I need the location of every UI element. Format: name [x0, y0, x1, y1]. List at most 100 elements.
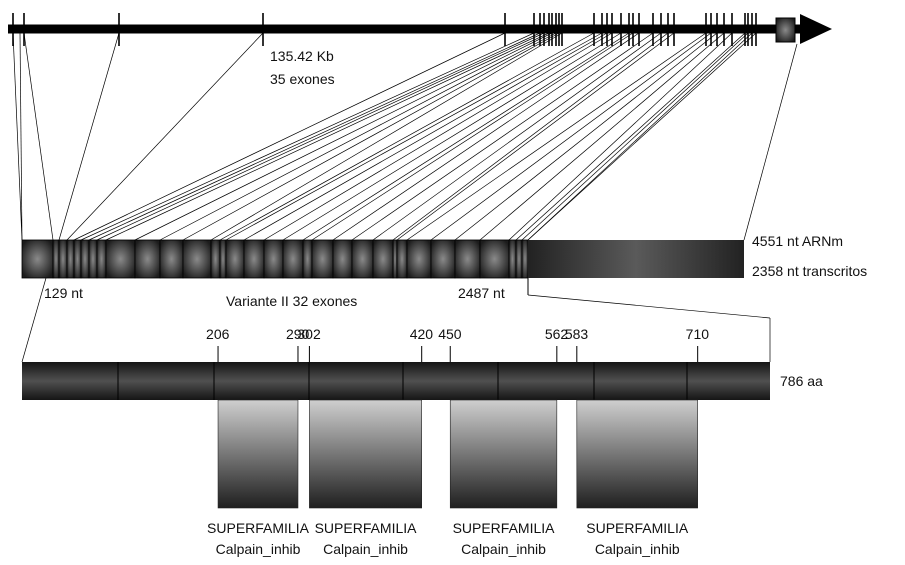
gene-to-transcript-line-16	[243, 32, 608, 241]
transcript-exons	[21, 239, 529, 279]
gene-exon-ticks	[12, 13, 796, 46]
gene-to-transcript-line-10	[134, 32, 553, 241]
gene-to-transcript-line-14	[219, 32, 595, 241]
protein-segments	[117, 362, 688, 400]
domain-label-4: SUPERFAMILIA Calpain_inhib	[577, 518, 697, 560]
domain-block-1	[217, 399, 299, 509]
position-ticks	[217, 346, 699, 362]
gene-to-transcript-line-27	[430, 32, 712, 241]
gene-to-transcript-line-26	[406, 32, 707, 241]
genomic-arrow-head	[800, 14, 832, 44]
transcript-bar	[21, 239, 744, 295]
transcript-exon-7	[88, 239, 98, 279]
gene-to-transcript-line-7	[88, 32, 541, 241]
transcript-exon-4	[66, 239, 75, 279]
domain-block-3	[449, 399, 558, 509]
domain-name-label: Calpain_inhib	[461, 541, 546, 557]
gene-to-transcript-line-12	[182, 32, 560, 241]
transcript-exon-24	[392, 239, 398, 279]
transcript-end-label: 2487 nt	[458, 285, 505, 301]
transcript-to-protein-end-line-a	[527, 294, 771, 319]
position-label-450: 450	[438, 326, 462, 342]
position-label-710: 710	[685, 326, 710, 342]
position-label-583: 583	[564, 326, 589, 342]
domain-label-1: SUPERFAMILIA Calpain_inhib	[198, 518, 318, 560]
domain-superfamily-label: SUPERFAMILIA	[586, 520, 689, 536]
gene-to-transcript-line-21	[332, 32, 640, 241]
protein-domains	[217, 399, 698, 509]
transcript-to-protein-start-line	[21, 277, 47, 363]
gene-to-transcript-line-33	[527, 32, 753, 241]
transcript-exon-30	[508, 239, 517, 279]
gene-to-transcript-end-line	[743, 43, 798, 241]
gene-to-transcript-line-22	[351, 32, 654, 241]
transcript-exon-25	[396, 239, 408, 279]
transcript-exon-11	[159, 239, 184, 279]
gene-last-exon	[775, 17, 796, 43]
transcript-exon-32	[521, 239, 529, 279]
variant-label: Variante II 32 exones	[226, 293, 358, 309]
transcript-exon-27	[430, 239, 456, 279]
domain-name-label: Calpain_inhib	[215, 541, 301, 557]
transcript-exon-26	[406, 239, 432, 279]
transcript-exon-15	[225, 239, 245, 279]
gene-exon-count-label: 35 exones	[270, 71, 335, 87]
domain-label-3: SUPERFAMILIA Calpain_inhib	[444, 518, 564, 560]
gene-to-transcript-line-24	[392, 32, 669, 241]
position-label-420: 420	[409, 326, 434, 342]
genomic-locus	[8, 13, 832, 46]
gene-to-transcript-line-3	[58, 32, 120, 241]
transcript-exon-12	[182, 239, 212, 279]
gene-to-transcript-line-20	[311, 32, 634, 241]
gene-size-label: 135.42 Kb	[270, 48, 334, 64]
gene-to-transcript-line-5	[73, 32, 506, 241]
transcript-utr-region	[528, 240, 744, 278]
gene-to-transcript-line-28	[454, 32, 718, 241]
domain-name-label: Calpain_inhib	[594, 541, 680, 557]
gene-to-transcript-line-19	[302, 32, 630, 241]
gene-to-transcript-line-29	[479, 32, 725, 241]
domain-label-2: SUPERFAMILIA Calpain_inhib	[306, 518, 426, 560]
transcript-exon-5	[73, 239, 82, 279]
transcript-exon-10	[134, 239, 161, 279]
transcript-exon-31	[515, 239, 523, 279]
gene-to-transcript-line-13	[210, 32, 563, 241]
domain-name-label: Calpain_inhib	[323, 541, 408, 557]
gene-to-transcript-line-34	[527, 32, 757, 241]
gene-to-transcript-line-11	[159, 32, 557, 241]
domain-superfamily-label: SUPERFAMILIA	[207, 520, 309, 536]
gene-to-transcript-line-18	[282, 32, 622, 241]
gene-to-transcript-line-4	[66, 32, 264, 241]
transcript-exon-23	[372, 239, 394, 279]
exon-mapping-lines	[12, 32, 798, 363]
transcribed-length-label: 2358 nt transcritos	[752, 263, 868, 279]
transcript-exon-22	[351, 239, 374, 279]
gene-to-transcript-line-25	[396, 32, 675, 241]
transcript-exon-16	[243, 239, 265, 279]
domain-superfamily-label: SUPERFAMILIA	[314, 520, 417, 536]
position-label-302: 302	[297, 326, 321, 342]
transcript-exon-29	[479, 239, 510, 279]
transcript-exon-6	[80, 239, 90, 279]
gene-to-transcript-line-31	[515, 32, 746, 241]
protein-bar-body	[22, 362, 770, 400]
protein-bar	[22, 346, 770, 400]
gene-to-transcript-line-23	[372, 32, 662, 241]
transcript-exon-2	[52, 239, 60, 279]
transcript-exon-18	[282, 239, 304, 279]
transcript-exon-9	[105, 239, 136, 279]
gene-to-transcript-line-30	[508, 32, 733, 241]
gene-to-transcript-line-8	[96, 32, 545, 241]
gene-to-transcript-line-6	[80, 32, 535, 241]
gene-to-transcript-line-32	[521, 32, 749, 241]
gene-to-transcript-line-2	[23, 32, 54, 241]
transcript-exon-14	[219, 239, 227, 279]
position-label-206: 206	[206, 326, 230, 342]
transcript-exon-28	[454, 239, 481, 279]
position-label-290: 290	[285, 326, 310, 342]
transcript-exon-19	[302, 239, 313, 279]
gene-to-transcript-line-17	[263, 32, 613, 241]
domain-superfamily-label: SUPERFAMILIA	[452, 520, 555, 536]
gene-to-transcript-line-9	[105, 32, 550, 241]
